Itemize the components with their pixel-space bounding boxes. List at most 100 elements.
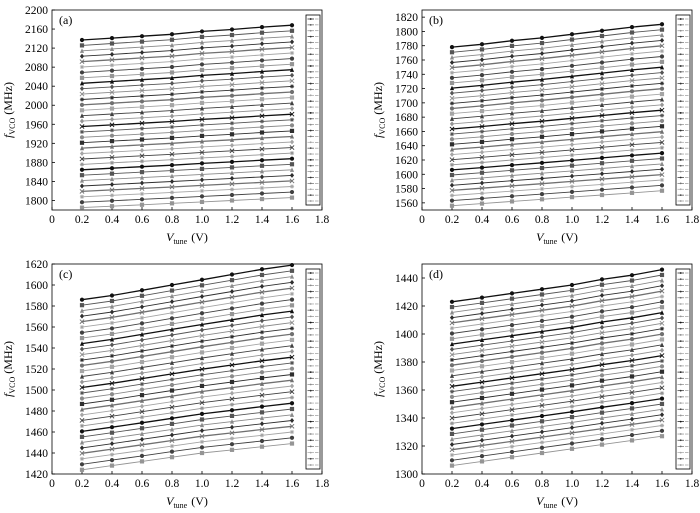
data-point — [109, 364, 115, 369]
data-point — [169, 349, 175, 354]
data-point — [539, 113, 545, 119]
data-point — [289, 297, 295, 302]
data-point — [449, 304, 455, 310]
data-point — [139, 426, 145, 431]
series-line — [79, 172, 295, 189]
data-point — [169, 432, 175, 438]
data-point — [79, 91, 85, 97]
data-point — [229, 385, 235, 390]
data-point — [569, 132, 575, 137]
data-point — [109, 326, 115, 331]
y-tick-label: 1340 — [395, 413, 418, 425]
legend-marker — [679, 141, 682, 144]
data-point — [659, 434, 665, 439]
data-point — [169, 399, 175, 405]
data-point — [629, 406, 635, 411]
data-point — [259, 364, 265, 369]
legend-marker — [309, 106, 312, 108]
y-tick-label: 2200 — [25, 5, 48, 17]
x-tick-label: 0.6 — [135, 478, 150, 490]
legend-marker — [309, 464, 312, 466]
data-point — [629, 185, 635, 190]
data-point — [259, 86, 265, 91]
data-point — [599, 92, 605, 97]
data-point — [659, 288, 665, 294]
data-point — [479, 437, 485, 443]
data-point — [569, 335, 575, 341]
y-axis-var: f — [1, 133, 15, 138]
data-point — [139, 382, 145, 387]
x-tick-label: 0 — [419, 214, 425, 226]
data-point — [449, 162, 455, 167]
data-point — [289, 123, 295, 128]
data-point — [79, 434, 85, 439]
data-point — [449, 368, 455, 373]
data-point — [659, 113, 665, 118]
series-line — [449, 151, 665, 173]
data-point — [229, 390, 235, 396]
series-path — [81, 91, 293, 106]
data-point — [539, 108, 545, 113]
data-point — [139, 115, 145, 121]
data-point — [449, 152, 455, 158]
series-path — [81, 431, 293, 460]
data-point — [569, 367, 575, 372]
data-point — [229, 192, 235, 198]
data-point — [449, 389, 455, 394]
data-point — [139, 66, 145, 71]
data-point — [109, 166, 115, 171]
data-point — [569, 126, 575, 131]
data-point — [199, 89, 205, 95]
series-path — [451, 184, 663, 202]
x-tick-label: 1.0 — [565, 214, 580, 226]
series-line — [79, 145, 295, 162]
series-line — [79, 78, 295, 97]
data-point — [659, 294, 665, 299]
data-point — [539, 56, 545, 62]
data-point — [139, 331, 145, 337]
legend-box — [305, 14, 321, 206]
data-point — [629, 369, 635, 374]
y-tick-label: 2040 — [25, 81, 48, 93]
series-line — [449, 177, 665, 198]
series-line — [79, 401, 295, 434]
data-point — [449, 410, 455, 416]
data-point — [509, 438, 515, 444]
data-point — [169, 438, 175, 443]
data-point — [169, 140, 175, 146]
data-point — [449, 65, 455, 71]
legend-marker — [679, 70, 682, 73]
data-point — [539, 93, 545, 98]
series-line — [79, 360, 295, 396]
data-point — [199, 56, 205, 62]
data-point — [569, 63, 575, 68]
data-point — [79, 124, 85, 129]
data-point — [659, 406, 665, 412]
data-point — [569, 110, 575, 116]
data-point — [659, 315, 665, 321]
data-point — [449, 394, 455, 400]
legend-marker — [309, 389, 312, 392]
legend-marker — [309, 340, 312, 343]
data-point — [169, 293, 175, 299]
data-point — [539, 328, 545, 334]
data-point — [169, 443, 175, 449]
data-point — [169, 310, 175, 315]
data-point — [479, 379, 485, 385]
data-point — [109, 106, 115, 111]
legend-marker — [309, 135, 312, 138]
series-line — [79, 423, 295, 456]
data-point — [509, 328, 515, 333]
y-tick-label: 1620 — [25, 259, 48, 271]
y-tick-label: 1580 — [395, 184, 418, 196]
data-point — [169, 86, 175, 92]
data-point — [509, 38, 515, 43]
data-point — [629, 174, 635, 180]
data-point — [139, 459, 145, 464]
series-line — [449, 70, 665, 96]
legend-marker — [309, 123, 312, 126]
series-line — [79, 337, 295, 374]
data-point — [479, 57, 485, 63]
legend-marker — [679, 315, 682, 318]
series-line — [449, 267, 665, 304]
